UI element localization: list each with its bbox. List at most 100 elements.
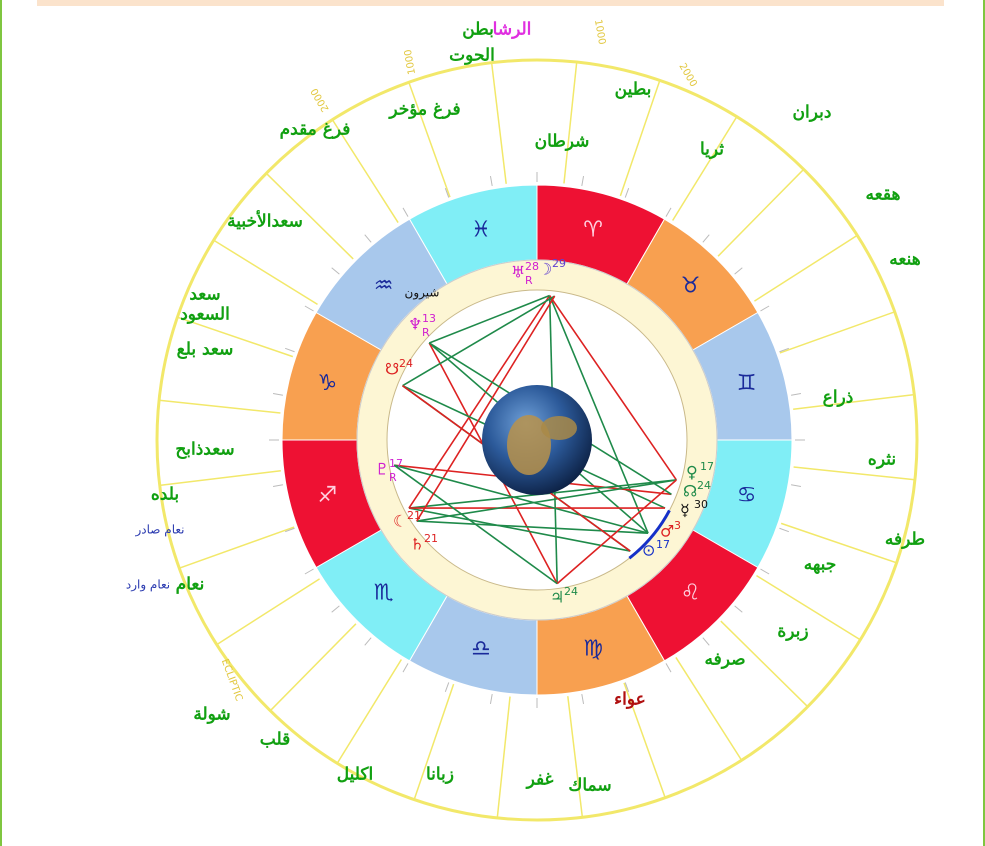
mansion-label: بطن bbox=[462, 20, 494, 40]
tick bbox=[365, 638, 371, 646]
planet-retro: R bbox=[389, 471, 397, 484]
mansion-label: غفر bbox=[525, 770, 554, 790]
tick bbox=[779, 528, 788, 531]
mansion-label: سماك bbox=[568, 776, 611, 796]
mansion-label: زبانا bbox=[426, 765, 454, 785]
tick bbox=[403, 663, 408, 672]
tick bbox=[365, 235, 371, 243]
mansion-label: فرغ مقدم bbox=[280, 120, 351, 140]
mansion-label: نعام وارد bbox=[126, 578, 170, 592]
planet-glyph: ♃ bbox=[550, 588, 564, 607]
mansion-label: طرفه bbox=[885, 530, 925, 550]
mansion-label: ثريا bbox=[700, 140, 724, 160]
mansion-divider bbox=[794, 467, 915, 480]
planet-glyph: ☽ bbox=[538, 260, 552, 279]
tick bbox=[703, 235, 709, 243]
chart-wheel: ♓♈♉♊♋♌♍♎♏♐♑♒♅28R☽29♆13R☋24♇17R☾21♄21♃24⊙… bbox=[0, 0, 985, 846]
mansion-divider bbox=[160, 471, 281, 486]
mansion-label: هقعه bbox=[866, 185, 901, 205]
ecliptic-label: ECLIPTIC bbox=[219, 658, 244, 703]
tick bbox=[490, 694, 492, 704]
zodiac-sign: ♊ bbox=[737, 371, 757, 396]
planet-glyph: ♆ bbox=[408, 315, 422, 334]
mansion-label: زبرة bbox=[777, 622, 808, 642]
tick bbox=[760, 306, 769, 311]
tick bbox=[703, 638, 709, 646]
mansion-label: بلده bbox=[151, 485, 179, 505]
mansion-label: ذراع bbox=[823, 388, 854, 408]
zodiac-sign: ♌ bbox=[681, 580, 701, 605]
tick bbox=[791, 393, 801, 395]
planet-glyph: ♄ bbox=[410, 535, 424, 554]
planet-degree: 13 bbox=[422, 312, 436, 325]
tick bbox=[735, 268, 743, 274]
mansion-divider bbox=[564, 62, 577, 183]
mansion-divider bbox=[676, 657, 742, 760]
mansion-divider bbox=[214, 240, 318, 304]
zodiac-sign: ♈ bbox=[583, 217, 603, 242]
tick bbox=[490, 176, 492, 186]
border bbox=[0, 0, 2, 846]
tick bbox=[332, 606, 340, 612]
zodiac-sign: ♓ bbox=[471, 217, 491, 242]
mansion-label: نثره bbox=[868, 450, 896, 470]
planet-glyph: ☾ bbox=[393, 512, 407, 531]
mansion-divider bbox=[492, 63, 507, 184]
mansion-label: سعدالأخبية bbox=[227, 210, 303, 232]
tick bbox=[760, 569, 769, 574]
planet-degree: 24 bbox=[697, 479, 711, 492]
planet-degree: 29 bbox=[552, 257, 566, 270]
mansion-divider bbox=[673, 117, 737, 221]
ecliptic-label: 1000 bbox=[403, 48, 418, 75]
planet-glyph: ♅ bbox=[511, 263, 525, 282]
zodiac-sign: ♑ bbox=[318, 371, 338, 396]
planet-glyph: ♀ bbox=[686, 463, 698, 482]
zodiac-sign: ♏ bbox=[374, 580, 394, 605]
planet-glyph: ♂ bbox=[660, 522, 674, 541]
ecliptic-label: 2000 bbox=[309, 86, 331, 114]
mansion-divider bbox=[337, 659, 401, 763]
ecliptic-label: 1000 bbox=[592, 19, 607, 46]
mansion-label: قلب bbox=[260, 730, 290, 750]
mansion-divider bbox=[217, 579, 320, 645]
mansion-label: جبهه bbox=[804, 555, 837, 575]
mansion-label: السعود bbox=[180, 305, 230, 325]
mansion-divider bbox=[568, 696, 583, 817]
tick bbox=[403, 208, 408, 217]
mansion-label: نعام صادر bbox=[134, 523, 184, 537]
land bbox=[541, 416, 577, 440]
tick bbox=[666, 208, 671, 217]
ecliptic-label: 2000 bbox=[676, 61, 698, 89]
planet-degree: 24 bbox=[399, 357, 413, 370]
zodiac-sign: ♐ bbox=[318, 483, 338, 508]
mansion-label: الرشا bbox=[493, 20, 532, 40]
tick bbox=[625, 188, 628, 197]
mansion-divider bbox=[780, 312, 895, 353]
tick bbox=[735, 606, 743, 612]
mansion-label: نعام bbox=[176, 575, 205, 595]
star-label: شيرون bbox=[405, 286, 440, 301]
planet-glyph: ☋ bbox=[385, 360, 399, 379]
planet-degree: 21 bbox=[424, 532, 438, 545]
tick bbox=[445, 682, 448, 691]
tick bbox=[332, 268, 340, 274]
mansion-label: الحوت bbox=[449, 46, 495, 66]
zodiac-sign: ♉ bbox=[681, 274, 701, 299]
mansion-divider bbox=[781, 523, 896, 562]
mansion-label: شولة bbox=[193, 705, 230, 725]
zodiac-sign: ♍ bbox=[583, 637, 603, 662]
tick bbox=[285, 348, 294, 351]
tick bbox=[273, 393, 283, 395]
zodiac-sign: ♒ bbox=[374, 274, 394, 299]
mansion-label: بطين bbox=[615, 80, 652, 100]
planet-degree: 17 bbox=[700, 460, 714, 473]
tick bbox=[791, 485, 801, 487]
mansion-divider bbox=[159, 400, 280, 413]
planet-degree: 21 bbox=[407, 509, 421, 522]
tick bbox=[305, 306, 314, 311]
mansion-label: هنعه bbox=[889, 250, 920, 270]
planet-degree: 17 bbox=[389, 457, 403, 470]
mansion-label: شرطان bbox=[535, 132, 590, 152]
planet-retro: R bbox=[525, 274, 533, 287]
planet-degree: 3 bbox=[674, 519, 681, 532]
